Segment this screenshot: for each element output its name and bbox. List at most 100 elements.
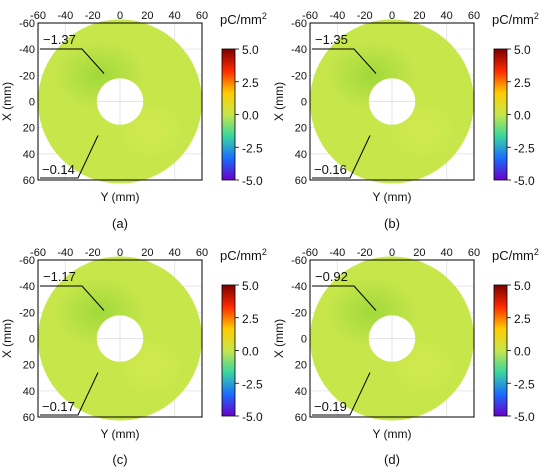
y-tick-label: 60	[295, 175, 307, 187]
y-tick-label: -60	[291, 18, 307, 30]
x-tick-label: 60	[196, 10, 208, 22]
low-charge-patch	[326, 40, 417, 110]
panel-caption: (b)	[384, 216, 400, 231]
colorbar-unit: pC/mm2	[492, 247, 539, 263]
y-tick-label: 20	[295, 123, 307, 135]
y-tick-label: 40	[23, 149, 35, 161]
x-tick-label: -60	[302, 10, 318, 22]
max-value-label: −0.14	[42, 162, 75, 177]
plot-frame	[37, 259, 203, 418]
colorbar	[221, 48, 236, 181]
y-tick-label: 0	[29, 97, 35, 109]
colorbar-tick-label: 0.0	[514, 109, 531, 123]
y-axis-label: X (mm)	[272, 319, 286, 358]
y-tick-label: 20	[295, 360, 307, 372]
y-tick-label: 0	[301, 97, 307, 109]
x-tick-label: 20	[413, 247, 425, 259]
y-tick-label: 20	[23, 360, 35, 372]
plot-frame	[37, 22, 203, 181]
x-tick-label: 40	[169, 10, 181, 22]
panel-caption: (c)	[112, 452, 127, 467]
colorbar-tick-label: 0.0	[242, 109, 259, 123]
x-tick-label: -20	[357, 247, 373, 259]
panel-caption: (a)	[112, 216, 128, 231]
y-axis-label: X (mm)	[272, 82, 286, 121]
panel-caption: (d)	[384, 452, 400, 467]
min-value-label: −1.37	[43, 32, 76, 47]
y-tick-label: 20	[23, 123, 35, 135]
low-charge-patch	[54, 277, 145, 347]
x-tick-label: 40	[441, 247, 453, 259]
min-leader-line	[40, 285, 105, 311]
y-tick-label: 40	[23, 386, 35, 398]
min-leader-line	[312, 285, 377, 311]
x-tick-label: 0	[389, 247, 395, 259]
colorbar-tick-label: -2.5	[514, 141, 535, 155]
y-tick-label: -60	[19, 255, 35, 267]
x-tick-label: -20	[85, 10, 101, 22]
colorbar-unit-exponent: 2	[534, 11, 539, 21]
x-tick-label: -40	[57, 10, 73, 22]
colorbar-tick-label: 5.0	[242, 43, 259, 57]
y-axis-label: X (mm)	[0, 82, 14, 121]
colorbar-tick-label: 0.0	[242, 345, 259, 359]
max-value-label: −0.19	[314, 399, 347, 414]
min-value-label: −0.92	[315, 269, 348, 284]
max-value-label: −0.16	[314, 162, 347, 177]
high-charge-patch	[386, 334, 461, 401]
y-tick-label: -20	[291, 70, 307, 82]
panel-c: -60 -40 -20 0 20 40 60 -60 -40 -20 0 20 40 60 Y (mm) X …	[0, 247, 267, 467]
high-charge-patch	[386, 97, 461, 163]
y-axis-label: X (mm)	[0, 319, 14, 358]
x-tick-label: -60	[30, 10, 46, 22]
y-tick-label: 40	[295, 386, 307, 398]
x-tick-label: -60	[302, 247, 318, 259]
colorbar-unit-exponent: 2	[262, 247, 267, 257]
x-tick-label: 60	[468, 10, 480, 22]
x-tick-label: -40	[329, 10, 345, 22]
x-tick-label: 20	[141, 10, 153, 22]
panel-a: -60 -40 -20 0 20 40 60 -60 -40 -20 0 20 40 60 Y (mm) X …	[0, 10, 267, 231]
colorbar-tick-label: 5.0	[242, 279, 259, 293]
y-tick-label: -20	[19, 70, 35, 82]
colorbar-unit-exponent: 2	[534, 247, 539, 257]
colorbar-tick-label: -2.5	[242, 377, 263, 391]
x-tick-label: -20	[85, 247, 101, 259]
colorbar-unit-exponent: 2	[262, 11, 267, 21]
plot-frame	[309, 22, 475, 181]
y-tick-label: -40	[19, 281, 35, 293]
colorbar-unit: pC/mm2	[220, 11, 267, 27]
colorbar-unit: pC/mm2	[492, 11, 539, 27]
colorbar-unit-base: pC/mm	[220, 12, 262, 27]
y-tick-label: -20	[19, 307, 35, 319]
max-leader-line	[312, 372, 371, 416]
colorbar	[221, 284, 236, 417]
y-tick-label: -60	[19, 18, 35, 30]
x-axis-label: Y (mm)	[372, 190, 411, 204]
colorbar-tick-label: 2.5	[242, 312, 259, 326]
low-charge-patch	[326, 277, 417, 347]
colorbar-unit-base: pC/mm	[492, 248, 534, 263]
colorbar-tick-label: -5.0	[514, 410, 535, 424]
x-tick-label: 40	[169, 247, 181, 259]
y-tick-label: 40	[295, 149, 307, 161]
x-tick-label: -40	[329, 247, 345, 259]
y-tick-label: 60	[23, 175, 35, 187]
min-leader-line	[40, 48, 105, 74]
panel-d: -60 -40 -20 0 20 40 60 -60 -40 -20 0 20 40 60 Y (mm) X …	[272, 247, 539, 467]
x-axis-label: Y (mm)	[372, 427, 411, 441]
max-leader-line	[40, 372, 99, 416]
max-leader-line	[40, 135, 99, 179]
colorbar-tick-label: -5.0	[242, 174, 263, 188]
y-tick-label: -20	[291, 307, 307, 319]
y-tick-label: -40	[291, 44, 307, 56]
x-tick-label: 0	[389, 10, 395, 22]
colorbar	[493, 48, 508, 181]
x-axis-label: Y (mm)	[100, 190, 139, 204]
plot-frame	[309, 259, 475, 418]
colorbar-tick-label: 5.0	[514, 43, 531, 57]
max-leader-line	[312, 135, 371, 179]
y-tick-label: 60	[295, 412, 307, 424]
colorbar-tick-label: 2.5	[242, 76, 259, 90]
